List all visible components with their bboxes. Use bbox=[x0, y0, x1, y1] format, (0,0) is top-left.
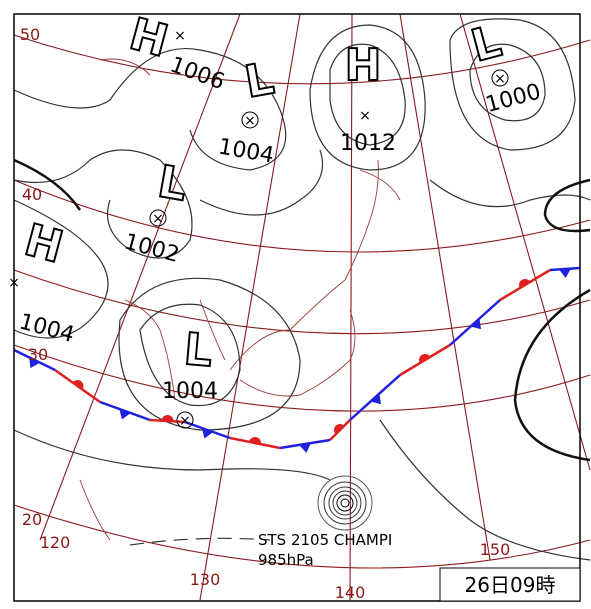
cold-front-symbol bbox=[299, 443, 311, 453]
warm-front-symbol bbox=[334, 424, 345, 435]
typhoon-pressure: 985hPa bbox=[258, 551, 314, 569]
graticule bbox=[13, 13, 591, 601]
pressure-system-symbol: L bbox=[182, 324, 214, 377]
latitude-label: 50 bbox=[20, 25, 40, 44]
map-frame bbox=[13, 13, 581, 602]
isobars bbox=[13, 18, 591, 561]
warm-front-symbol bbox=[249, 437, 261, 445]
stationary-front bbox=[13, 266, 581, 453]
warm-front-symbol bbox=[161, 415, 174, 422]
low-center-ring bbox=[149, 209, 167, 227]
parallel-50 bbox=[13, 34, 591, 85]
latitude-label: 30 bbox=[28, 345, 48, 364]
longitude-label: 140 bbox=[335, 583, 366, 602]
warm-front-symbol bbox=[72, 380, 84, 390]
isobar-label: 1012 bbox=[340, 131, 396, 156]
center-mark: × bbox=[244, 113, 256, 129]
center-mark: × bbox=[494, 71, 506, 87]
typhoon-name: STS 2105 CHAMPI bbox=[258, 531, 392, 549]
low-center-ring bbox=[176, 411, 194, 429]
meridian-140 bbox=[349, 13, 353, 601]
warm-front-symbol bbox=[419, 354, 431, 364]
longitude-label: 120 bbox=[40, 533, 71, 552]
pressure-system-symbol: H bbox=[345, 40, 382, 91]
timestamp: 26日09時 bbox=[465, 573, 556, 597]
center-mark: × bbox=[152, 211, 164, 227]
cold-front-symbol bbox=[119, 408, 131, 420]
longitude-label: 130 bbox=[190, 570, 221, 589]
meridian-150 bbox=[399, 13, 491, 561]
longitude-label: 150 bbox=[480, 540, 511, 559]
low-center-ring bbox=[491, 69, 509, 87]
isobar-label: 1004 bbox=[162, 379, 218, 404]
parallel-40 bbox=[13, 179, 591, 253]
cold-front-symbol bbox=[470, 318, 482, 330]
center-mark: × bbox=[359, 108, 371, 124]
latitude-label: 40 bbox=[22, 185, 42, 204]
center-mark: × bbox=[179, 413, 191, 429]
center-mark: × bbox=[174, 28, 186, 44]
meridian-130 bbox=[199, 13, 301, 601]
meridian-160 bbox=[459, 13, 591, 471]
coastlines bbox=[79, 58, 401, 541]
cold-front-symbol bbox=[201, 427, 214, 439]
typhoon-symbol bbox=[317, 475, 373, 531]
cold-front-symbol bbox=[29, 357, 40, 369]
parallel-20 bbox=[13, 504, 591, 569]
timestamp-box bbox=[439, 567, 581, 602]
cold-front-symbol bbox=[559, 268, 571, 278]
parallel-35 bbox=[13, 269, 591, 335]
latitude-label: 20 bbox=[22, 510, 42, 529]
cold-front-symbol bbox=[370, 393, 382, 405]
warm-front-symbol bbox=[519, 279, 531, 289]
low-center-ring bbox=[241, 111, 259, 129]
